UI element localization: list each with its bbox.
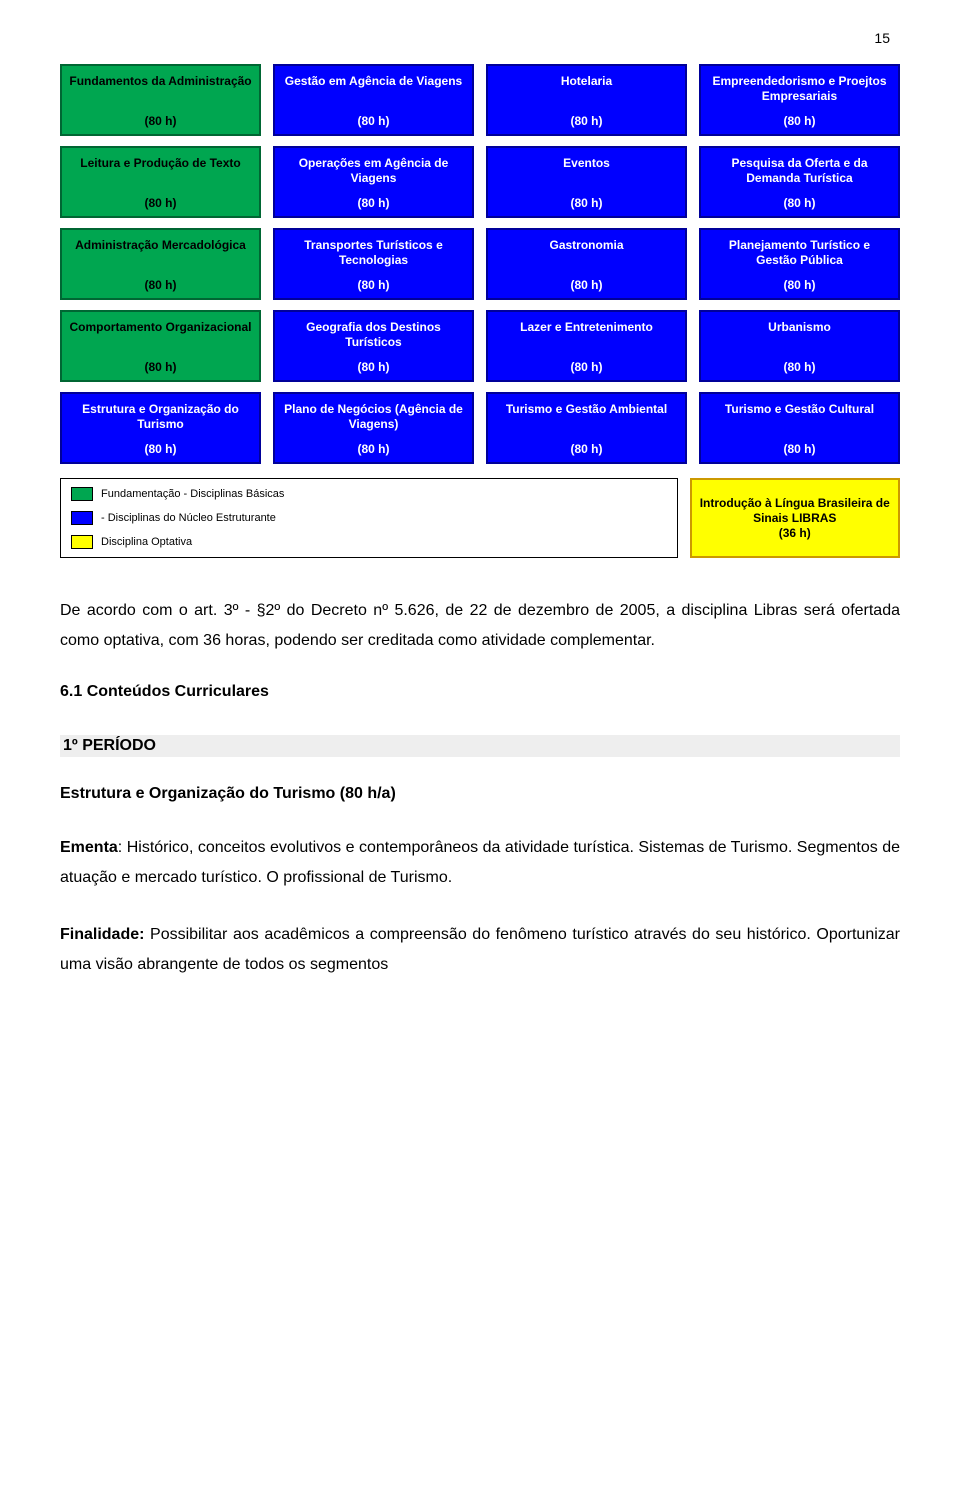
periodo-heading: 1º PERÍODO [60,735,900,757]
optional-cell: Introdução à Língua Brasileira de Sinais… [690,478,901,558]
course-cell: Urbanismo (80 h) [699,310,900,382]
course-cell: Pesquisa da Oferta e da Demanda Turístic… [699,146,900,218]
course-title: Turismo e Gestão Cultural [705,400,894,423]
legend-label: Fundamentação - Disciplinas Básicas [101,488,284,500]
grid-row: Comportamento Organizacional(80 h)Geogra… [60,310,900,382]
course-title: Plano de Negócios (Agência de Viagens) [279,400,468,438]
course-cell: Hotelaria (80 h) [486,64,687,136]
course-cell: Planejamento Turístico e Gestão Pública (… [699,228,900,300]
finalidade-paragraph: Finalidade: Possibilitar aos acadêmicos … [60,920,900,981]
legend-box: Fundamentação - Disciplinas Básicas - Dis… [60,478,678,558]
course-hours: (80 h) [705,196,894,212]
finalidade-label: Finalidade: [60,926,144,943]
grid-row: Fundamentos da Administração(80 h)Gestão… [60,64,900,136]
course-cell: Geografia dos Destinos Turísticos (80 h) [273,310,474,382]
course-hours: (80 h) [492,278,681,294]
course-cell: Turismo e Gestão Ambiental (80 h) [486,392,687,464]
course-hours: (80 h) [66,114,255,130]
course-title: Operações em Agência de Viagens [279,154,468,192]
course-hours: (80 h) [279,196,468,212]
course-hours: (80 h) [492,196,681,212]
course-hours: (80 h) [66,360,255,376]
course-hours: (80 h) [705,278,894,294]
legend-swatch [71,487,93,501]
legend-item: Disciplina Optativa [71,535,667,549]
optional-title: Introdução à Língua Brasileira de Sinais… [696,496,895,526]
course-cell: Gestão em Agência de Viagens (80 h) [273,64,474,136]
course-title: Lazer e Entretenimento [492,318,681,341]
optional-hours: (36 h) [696,526,895,540]
course-hours: (80 h) [492,114,681,130]
course-cell: Plano de Negócios (Agência de Viagens) (8… [273,392,474,464]
course-hours: (80 h) [66,442,255,458]
legend-item: Fundamentação - Disciplinas Básicas [71,487,667,501]
ementa-text: : Histórico, conceitos evolutivos e cont… [60,839,900,886]
course-title: Turismo e Gestão Ambiental [492,400,681,423]
course-title: Comportamento Organizacional [66,318,255,341]
discipline-heading: Estrutura e Organização do Turismo (80 h… [60,785,900,803]
course-cell: Estrutura e Organização do Turismo (80 h) [60,392,261,464]
course-hours: (80 h) [705,114,894,130]
legend-row: Fundamentação - Disciplinas Básicas - Dis… [60,478,900,558]
course-title: Eventos [492,154,681,177]
legend-swatch [71,535,93,549]
course-cell: Administração Mercadológica (80 h) [60,228,261,300]
course-title: Administração Mercadológica [66,236,255,259]
course-cell: Turismo e Gestão Cultural (80 h) [699,392,900,464]
course-title: Transportes Turísticos e Tecnologias [279,236,468,274]
course-hours: (80 h) [66,196,255,212]
course-title: Gestão em Agência de Viagens [279,72,468,95]
course-cell: Eventos (80 h) [486,146,687,218]
course-title: Planejamento Turístico e Gestão Pública [705,236,894,274]
course-title: Leitura e Produção de Texto [66,154,255,177]
legend-item: - Disciplinas do Núcleo Estruturante [71,511,667,525]
ementa-label: Ementa [60,839,118,856]
course-cell: Transportes Turísticos e Tecnologias (80 … [273,228,474,300]
course-cell: Gastronomia (80 h) [486,228,687,300]
course-hours: (80 h) [66,278,255,294]
section-heading: 6.1 Conteúdos Curriculares [60,683,900,701]
course-title: Estrutura e Organização do Turismo [66,400,255,438]
course-cell: Leitura e Produção de Texto (80 h) [60,146,261,218]
legend-label: Disciplina Optativa [101,536,192,548]
course-hours: (80 h) [492,360,681,376]
course-hours: (80 h) [705,360,894,376]
course-title: Fundamentos da Administração [66,72,255,95]
course-cell: Empreendedorismo e Proejtos Empresariais… [699,64,900,136]
course-hours: (80 h) [705,442,894,458]
grid-row: Estrutura e Organização do Turismo (80 h)… [60,392,900,464]
course-cell: Fundamentos da Administração (80 h) [60,64,261,136]
course-hours: (80 h) [279,360,468,376]
course-grid: Fundamentos da Administração(80 h)Gestão… [60,64,900,464]
grid-row: Leitura e Produção de Texto(80 h)Operaçõ… [60,146,900,218]
course-title: Gastronomia [492,236,681,259]
intro-paragraph: De acordo com o art. 3º - §2º do Decreto… [60,596,900,657]
course-cell: Comportamento Organizacional (80 h) [60,310,261,382]
course-hours: (80 h) [279,114,468,130]
finalidade-text: Possibilitar aos acadêmicos a compreensã… [60,926,900,973]
course-hours: (80 h) [279,442,468,458]
legend-swatch [71,511,93,525]
course-title: Urbanismo [705,318,894,341]
course-title: Geografia dos Destinos Turísticos [279,318,468,356]
course-cell: Operações em Agência de Viagens (80 h) [273,146,474,218]
course-title: Pesquisa da Oferta e da Demanda Turístic… [705,154,894,192]
course-hours: (80 h) [279,278,468,294]
grid-row: Administração Mercadológica(80 h)Transpo… [60,228,900,300]
course-cell: Lazer e Entretenimento (80 h) [486,310,687,382]
legend-label: - Disciplinas do Núcleo Estruturante [101,512,276,524]
course-hours: (80 h) [492,442,681,458]
page-number: 15 [60,30,900,46]
ementa-paragraph: Ementa: Histórico, conceitos evolutivos … [60,833,900,894]
course-title: Empreendedorismo e Proejtos Empresariais [705,72,894,110]
course-title: Hotelaria [492,72,681,95]
